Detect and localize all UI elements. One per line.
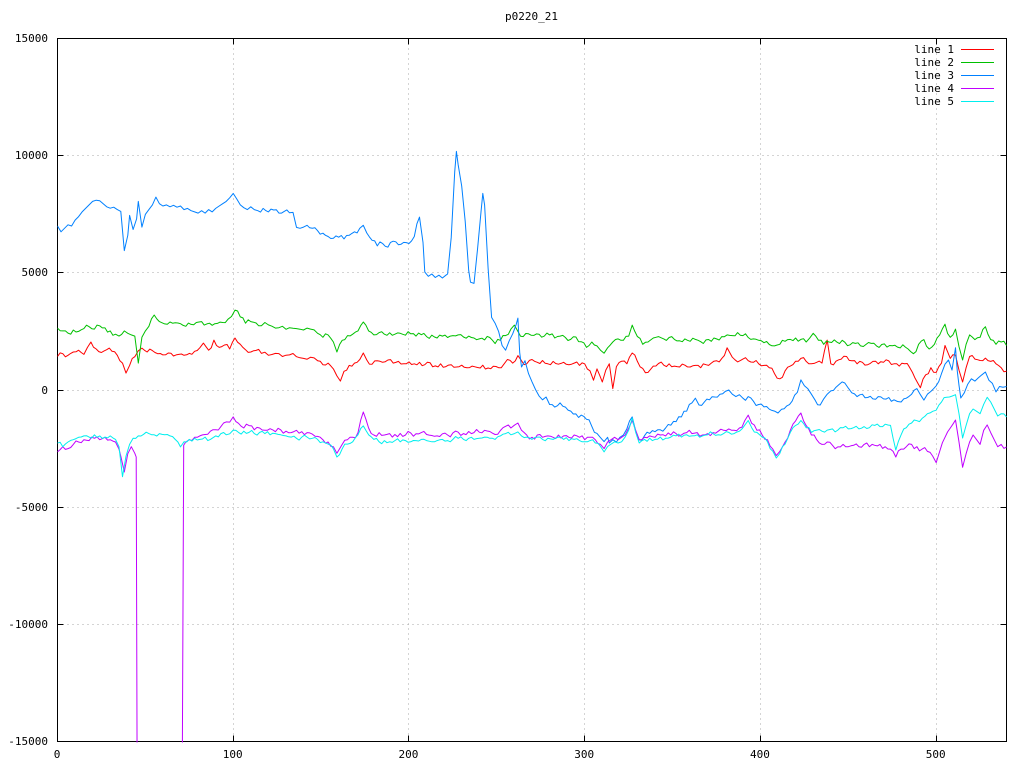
- x-tick-label: 0: [53, 748, 61, 761]
- y-tick-label: -10000: [8, 617, 48, 631]
- legend-label: line 5: [914, 95, 954, 108]
- series-line-5: [57, 394, 1007, 478]
- series-line-2: [57, 309, 1007, 364]
- y-tick-label: 15000: [14, 32, 48, 45]
- series-line-3: [57, 150, 1007, 444]
- legend-line-sample: [961, 101, 994, 102]
- legend-label: line 4: [914, 82, 954, 95]
- y-tick-label: -5000: [14, 500, 48, 514]
- y-tick-label: 0: [41, 383, 48, 397]
- x-tick-label: 300: [574, 748, 595, 761]
- x-tick-label: 100: [222, 748, 243, 761]
- legend-item-line-3: line 3: [880, 69, 994, 82]
- y-tick-label: 5000: [21, 266, 49, 280]
- x-tick-label: 500: [925, 748, 946, 761]
- legend-item-line-2: line 2: [880, 56, 994, 69]
- legend-line-sample: [961, 75, 994, 76]
- legend-label: line 3: [914, 69, 954, 82]
- x-tick-label: 200: [398, 748, 419, 761]
- chart-title: p0220_21: [505, 10, 558, 23]
- y-tick-label: 10000: [14, 149, 48, 163]
- legend-line-sample: [961, 49, 994, 50]
- legend-label: line 2: [914, 56, 954, 69]
- legend-item-line-4: line 4: [880, 82, 994, 95]
- legend-item-line-5: line 5: [880, 95, 994, 108]
- series-line-4: [57, 411, 1007, 743]
- y-tick-label: -15000: [8, 735, 48, 748]
- series-line-1: [57, 337, 1007, 390]
- legend-item-line-1: line 1: [880, 43, 994, 56]
- legend-line-sample: [961, 88, 994, 89]
- plot-border: [57, 38, 1007, 742]
- x-tick-label: 400: [750, 748, 770, 761]
- legend-label: line 1: [914, 43, 954, 56]
- legend-line-sample: [961, 62, 994, 63]
